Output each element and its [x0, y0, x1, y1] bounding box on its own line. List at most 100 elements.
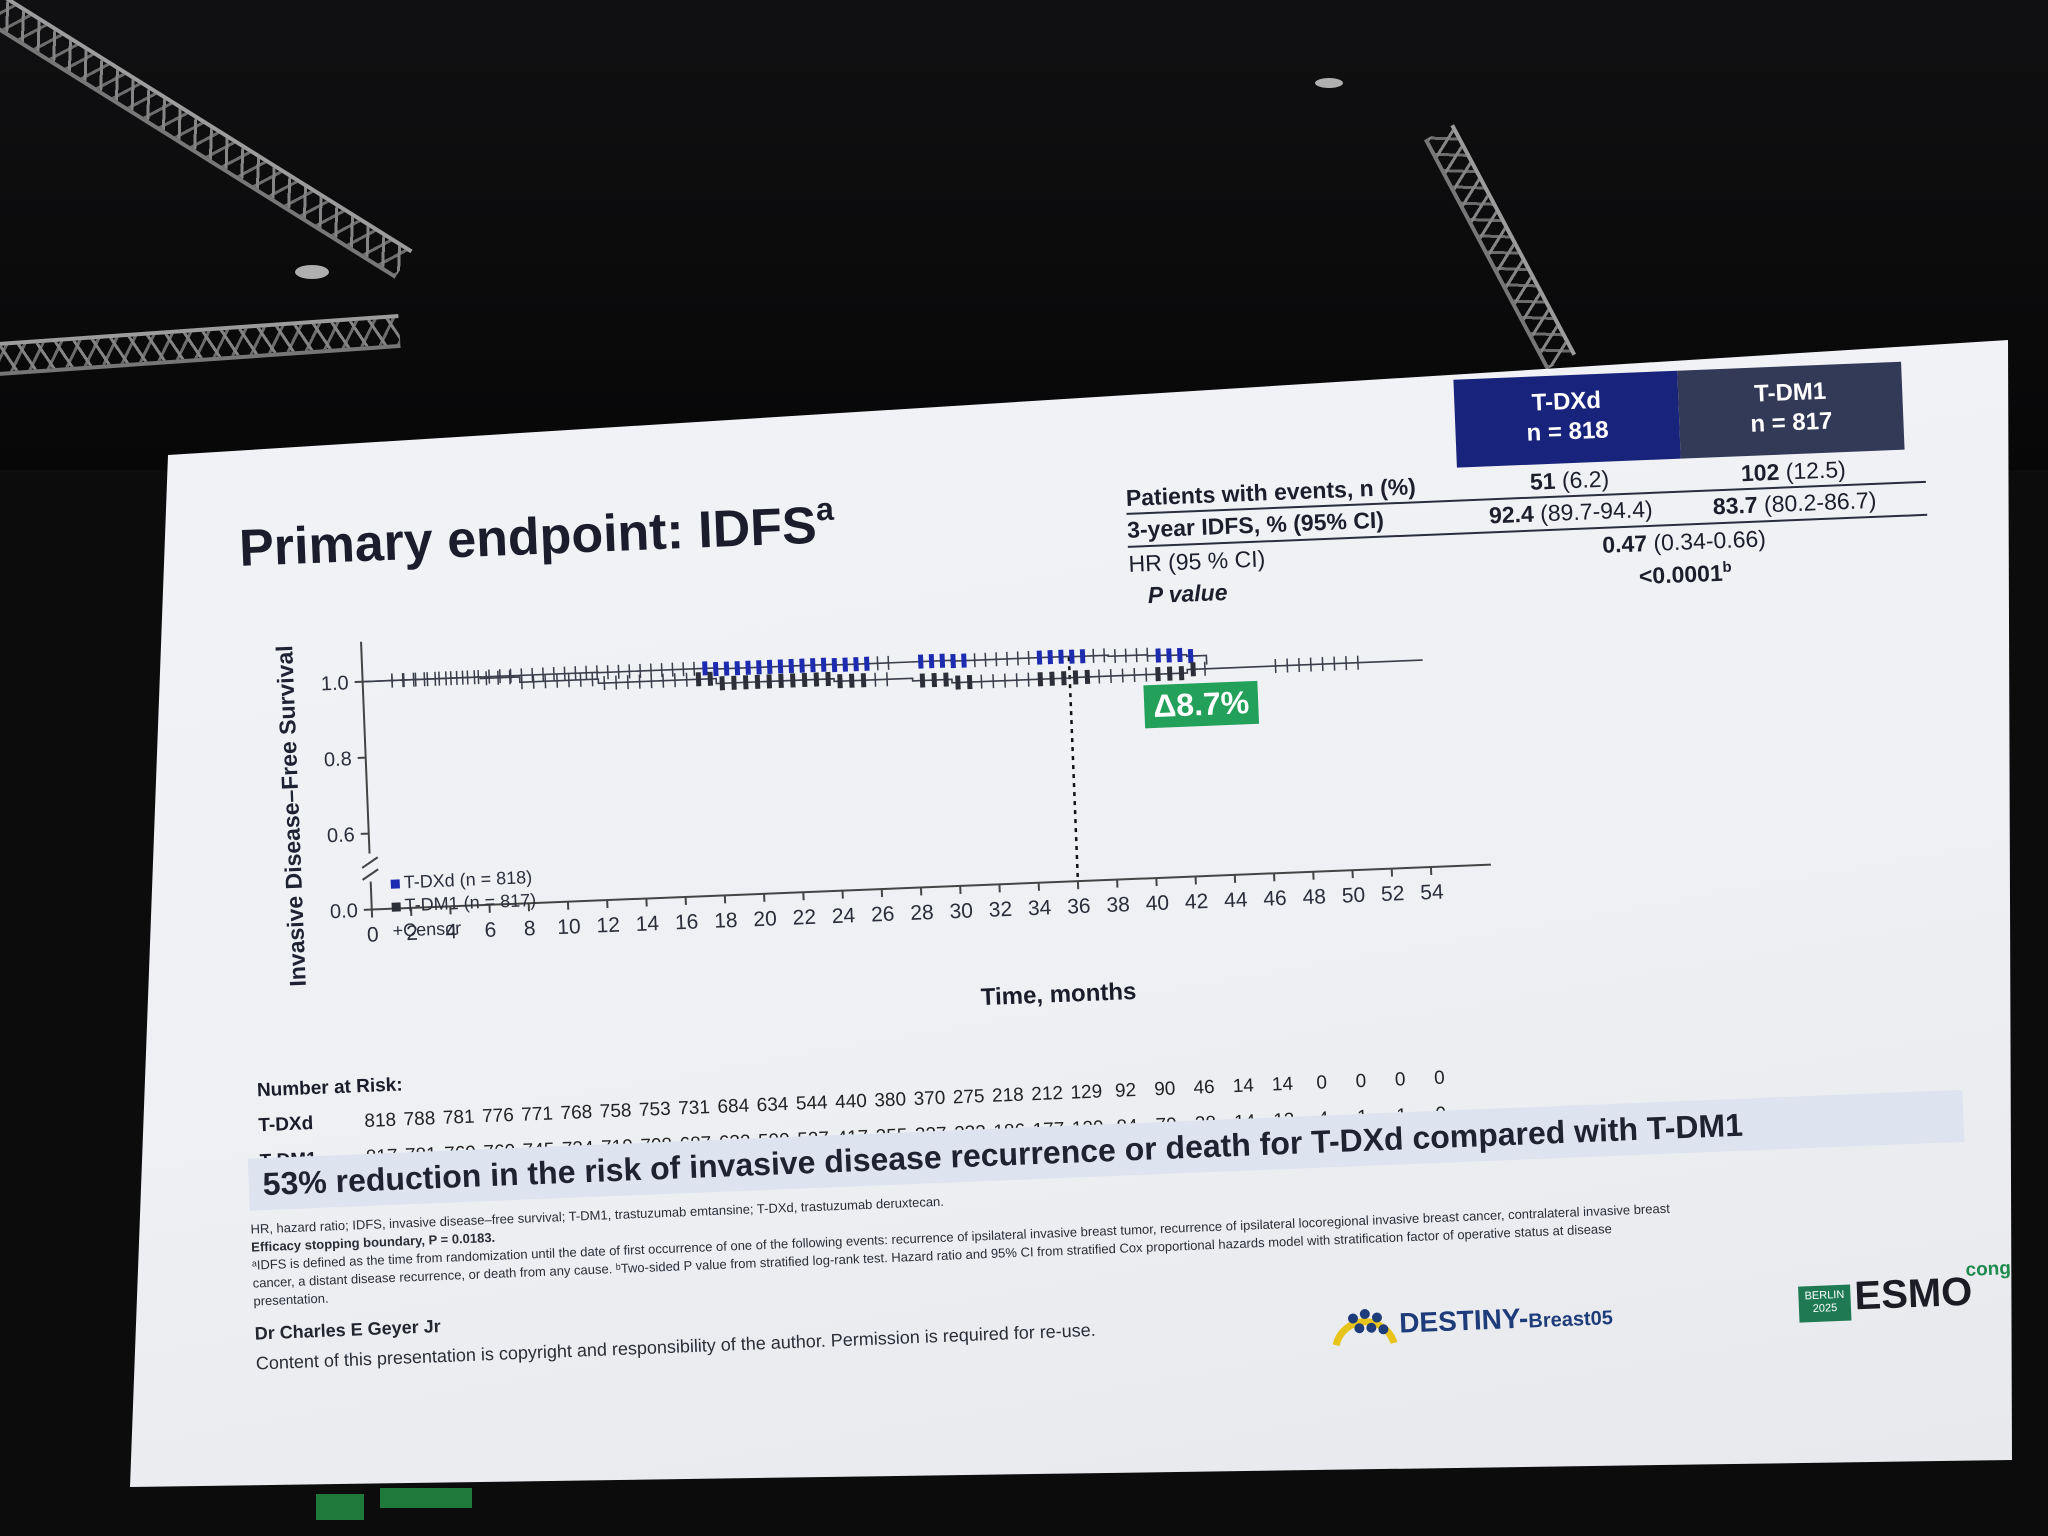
censor-mark-tdxd	[585, 665, 588, 680]
nar-value-tdxd: 634	[756, 1093, 789, 1117]
nar-value-tdxd: 788	[403, 1108, 436, 1131]
censor-mark-tdm1	[567, 673, 570, 688]
censor-mark-tdxd	[693, 661, 696, 676]
censor-mark-tdm1	[955, 675, 961, 690]
x-tick-label: 36	[1067, 895, 1091, 919]
censor-mark-tdxd	[617, 664, 620, 679]
censor-mark-tdxd	[628, 664, 631, 679]
censor-mark-tdm1	[414, 672, 417, 687]
censor-mark-tdxd	[1177, 647, 1183, 663]
esmo-city-badge: BERLIN 2025	[1798, 1284, 1852, 1323]
censor-mark-tdm1	[980, 674, 983, 689]
x-tick-label: 18	[714, 909, 738, 933]
censor-mark-tdm1	[497, 670, 500, 685]
censor-mark-tdxd	[682, 662, 685, 677]
x-tick-label: 42	[1184, 890, 1208, 914]
y-tick-label: 1.0	[320, 672, 349, 695]
censor-mark-tdm1	[1027, 672, 1030, 687]
ceiling-light	[1315, 78, 1343, 88]
censor-mark-tdxd	[1047, 650, 1054, 665]
x-tick-label: 34	[1028, 896, 1053, 920]
censor-mark-tdm1	[707, 671, 714, 686]
axis-break-mark	[361, 856, 379, 869]
censor-mark-tdm1	[1274, 658, 1277, 674]
censor-mark-tdm1	[731, 675, 737, 690]
censor-mark-tdm1	[426, 672, 429, 687]
censor-mark-tdm1	[943, 672, 949, 687]
censor-mark-tdm1	[391, 673, 394, 688]
censor-mark-tdm1	[1203, 661, 1206, 676]
censor-mark-tdm1	[1286, 658, 1289, 673]
x-tick-label: 54	[1420, 881, 1445, 905]
censor-mark-tdm1	[1049, 671, 1055, 686]
censor-mark-tdxd	[712, 661, 719, 677]
censor-mark-tdxd	[639, 663, 642, 678]
x-tick-label: 12	[596, 914, 620, 938]
y-tick-label: 0.6	[327, 824, 356, 847]
nar-value-tdxd: 14	[1232, 1075, 1255, 1098]
censor-mark-tdxd	[984, 652, 987, 667]
censor-mark-tdxd	[660, 663, 663, 678]
x-tick-label: 0	[367, 923, 380, 946]
censor-mark-tdxd	[820, 657, 827, 672]
destiny-logo-icon	[1332, 1309, 1398, 1347]
nar-value-tdxd: 684	[717, 1095, 750, 1118]
censor-mark-tdm1	[1356, 655, 1359, 670]
y-tick-label: 0.8	[324, 748, 353, 771]
censor-mark-tdxd	[1103, 648, 1106, 663]
x-tick-label: 20	[753, 907, 777, 931]
censor-mark-tdm1	[1321, 657, 1324, 672]
x-tick-label: 40	[1145, 892, 1169, 916]
nar-value-tdxd: 0	[1433, 1067, 1446, 1090]
x-tick-label: 2	[406, 922, 419, 945]
nar-value-tdxd: 753	[638, 1098, 672, 1121]
km-curve-tdxd	[362, 653, 1208, 683]
censor-mark-tdm1	[603, 676, 606, 691]
ceiling-light	[295, 265, 329, 279]
x-tick-label: 52	[1381, 882, 1405, 906]
censor-mark-tdm1	[1109, 668, 1112, 684]
censor-mark-tdxd	[917, 654, 924, 669]
censor-mark-tdm1	[520, 675, 523, 690]
censor-mark-tdxd	[542, 667, 545, 682]
x-tick-label: 8	[523, 917, 536, 940]
legend-censor: +Censor	[392, 917, 462, 941]
nar-value-tdxd: 218	[991, 1084, 1025, 1107]
censor-mark-tdxd	[531, 667, 534, 682]
nar-value-tdxd: 758	[599, 1100, 632, 1123]
nar-value-tdxd: 0	[1394, 1069, 1406, 1091]
censor-mark-tdxd	[1036, 650, 1043, 665]
annotation-dotted-line	[1067, 657, 1080, 882]
censor-mark-tdm1	[825, 671, 831, 687]
censor-mark-tdxd	[498, 669, 501, 684]
censor-mark-tdxd	[702, 661, 708, 676]
censor-mark-tdm1	[992, 674, 995, 689]
censor-mark-tdxd	[1079, 649, 1086, 664]
censor-mark-tdxd	[1027, 650, 1030, 666]
y-axis-upper	[360, 641, 371, 854]
slide: Primary endpoint: IDFSa T-DXd n = 818 T-D…	[200, 340, 2012, 1469]
censor-mark-tdm1	[673, 673, 676, 688]
censor-mark-tdm1	[485, 671, 488, 686]
censor-mark-tdxd	[756, 660, 762, 675]
censor-mark-tdm1	[1190, 662, 1196, 677]
censor-mark-tdm1	[1003, 673, 1007, 688]
censor-mark-tdxd	[1155, 648, 1161, 663]
censor-mark-tdm1	[591, 672, 594, 687]
x-tick-label: 14	[635, 912, 660, 936]
censor-mark-tdxd	[1187, 648, 1194, 664]
destiny-breast05-logo: DESTINY-Breast05	[1398, 1302, 1614, 1339]
nar-value-tdxd: 380	[873, 1089, 907, 1112]
km-curve-tdm1	[362, 659, 1423, 685]
nar-value-tdxd: 92	[1114, 1080, 1137, 1102]
censor-mark-tdxd	[928, 654, 935, 669]
censor-mark-tdxd	[1146, 647, 1149, 662]
censor-mark-tdm1	[449, 671, 452, 686]
censor-mark-tdm1	[1098, 669, 1101, 684]
censor-mark-tdm1	[1037, 672, 1044, 687]
x-tick-label: 38	[1106, 893, 1130, 917]
censor-mark-tdm1	[1178, 666, 1185, 681]
censor-mark-tdxd	[853, 657, 859, 672]
censor-mark-tdxd	[1006, 651, 1009, 666]
